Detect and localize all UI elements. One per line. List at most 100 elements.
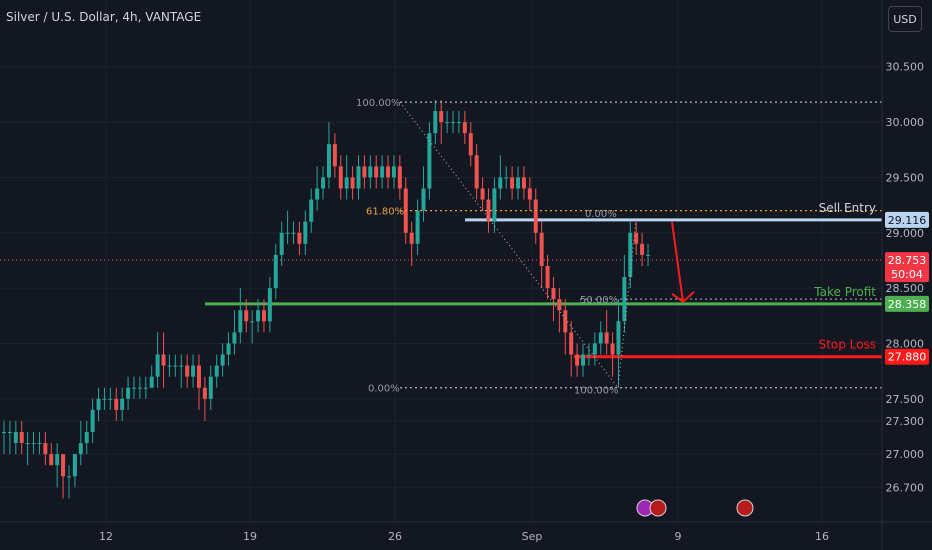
currency-button[interactable]: USD — [888, 6, 922, 32]
candle-body — [545, 265, 550, 289]
candle-body — [191, 365, 196, 377]
candle-body — [480, 188, 485, 200]
candle-body — [380, 166, 385, 178]
trade-arrow-head — [671, 291, 695, 304]
candle-body — [634, 232, 639, 244]
candle-body — [646, 254, 650, 256]
candle-body — [13, 431, 18, 444]
candle-body — [397, 166, 402, 189]
stop-loss-price-tag: 27.880 — [888, 351, 927, 364]
candle-body — [297, 232, 302, 244]
candle-body — [96, 398, 101, 410]
candle-body — [516, 177, 521, 189]
time-tick-label: 9 — [675, 530, 682, 543]
candle-body — [527, 188, 532, 200]
price-axis[interactable]: 30.500 30.000 29.500 29.000 28.500 28.000 27.5… — [881, 0, 925, 550]
take-profit-annotation: Take Profit — [813, 285, 876, 299]
fib2-top-label: 0.00% — [585, 209, 617, 220]
candle-body — [256, 310, 261, 322]
candle-body — [622, 277, 627, 322]
price-tick-label: 26.700 — [886, 481, 925, 494]
current-price-tag: 28.753 — [888, 254, 927, 267]
stop-loss-price-tag-bg — [885, 348, 929, 365]
time-axis[interactable]: 12 19 26 Sep 9 16 — [0, 521, 932, 543]
candle-body — [31, 443, 36, 445]
candle-body — [279, 232, 284, 255]
price-tick-label: 27.300 — [886, 415, 925, 428]
candle-body — [72, 454, 77, 477]
candle-body — [486, 199, 491, 222]
candle-body — [604, 332, 609, 344]
candle-body — [196, 365, 201, 388]
candle-body — [451, 122, 456, 124]
candle-body — [43, 443, 48, 455]
candle-body — [149, 376, 154, 388]
time-tick-label: 19 — [243, 530, 257, 543]
stop-loss-annotation: Stop Loss — [819, 338, 876, 352]
candle-body — [78, 443, 83, 455]
candle-body — [539, 232, 544, 266]
fib-mid-label: 61.80% — [366, 207, 404, 218]
candle-body — [285, 232, 290, 234]
symbol-title: Silver / U.S. Dollar, 4h, VANTAGE — [6, 10, 202, 24]
candle-body — [421, 188, 426, 211]
sell-entry-price-tag: 29.116 — [888, 214, 927, 227]
candle-body — [291, 232, 296, 234]
candle-body — [498, 177, 503, 189]
candle-body — [55, 454, 60, 466]
candle-body — [586, 354, 591, 356]
candle-body — [90, 409, 95, 432]
candle-body — [368, 166, 373, 178]
candle-body — [510, 177, 515, 189]
candle-body — [84, 431, 89, 444]
candle-body — [226, 343, 231, 355]
trade-arrow — [671, 221, 684, 302]
candle-body — [185, 365, 190, 377]
candle-body — [362, 166, 367, 178]
candle-body — [137, 387, 142, 389]
candle-body — [569, 332, 574, 355]
candle-body — [179, 365, 184, 367]
candle-body — [592, 343, 597, 355]
candle-body — [616, 321, 621, 355]
candle-body — [261, 310, 266, 322]
candle-body — [220, 354, 225, 366]
candle-body — [338, 166, 343, 189]
grid-lines — [0, 0, 882, 522]
us-flag-event-icon[interactable] — [736, 499, 754, 517]
price-tick-label: 30.000 — [886, 116, 925, 129]
candle-body — [155, 354, 160, 377]
candle-body — [326, 144, 331, 178]
fib2-trend-line — [617, 219, 637, 388]
candle-body — [126, 387, 131, 399]
candle-body — [37, 443, 42, 445]
current-price-tag-countdown: 50:04 — [891, 268, 923, 281]
candle-body — [427, 133, 432, 189]
price-tick-label: 27.000 — [886, 448, 925, 461]
candle-body — [521, 177, 526, 189]
drawings: 100.00% 61.80% 0.00% 0.00% 50.00% 100.00% Sell… — [356, 98, 882, 397]
fib-trend-line — [399, 101, 619, 389]
candle-body — [332, 144, 337, 167]
sell-entry-annotation: Sell Entry — [819, 201, 876, 215]
time-tick-label: 26 — [388, 530, 402, 543]
price-tick-label: 28.500 — [886, 282, 925, 295]
candle-body — [350, 177, 355, 189]
candle-body — [575, 354, 580, 366]
candle-body — [120, 398, 125, 410]
price-tick-label: 29.500 — [886, 171, 925, 184]
candle-body — [232, 332, 237, 344]
candle-body — [61, 454, 66, 477]
fib2-bottom-label: 100.00% — [574, 386, 619, 397]
candle-body — [250, 321, 255, 323]
time-tick-label: Sep — [522, 530, 543, 543]
candle-body — [244, 310, 249, 322]
candle-body — [114, 398, 119, 410]
candle-body — [468, 133, 473, 156]
us-flag-event-icon[interactable] — [649, 499, 667, 517]
candle-body — [492, 188, 497, 222]
event-markers[interactable] — [636, 499, 754, 517]
